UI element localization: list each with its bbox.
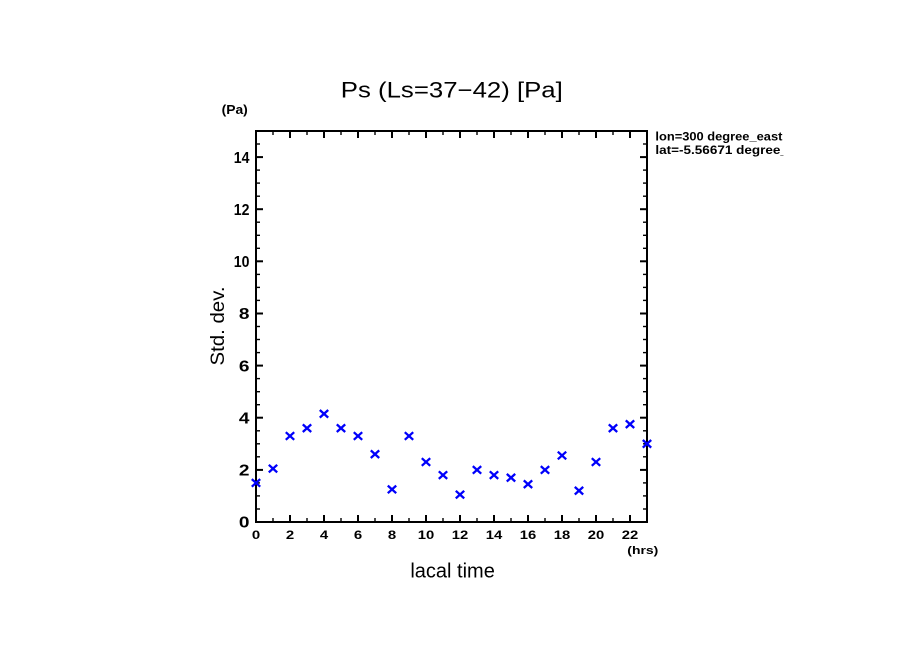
svg-text:2: 2 — [239, 461, 250, 479]
svg-text:12: 12 — [452, 530, 469, 542]
svg-text:(hrs): (hrs) — [627, 545, 658, 557]
svg-text:Ps (Ls=37−42) [Pa]: Ps (Ls=37−42) [Pa] — [341, 77, 563, 102]
svg-text:6: 6 — [239, 357, 250, 375]
svg-text:lon=300 degree_east: lon=300 degree_east — [655, 131, 782, 143]
svg-text:0: 0 — [239, 513, 250, 531]
svg-text:4: 4 — [239, 409, 250, 427]
svg-text:20: 20 — [588, 530, 605, 542]
svg-text:Std. dev.: Std. dev. — [208, 287, 229, 366]
svg-text:4: 4 — [320, 529, 329, 542]
svg-text:18: 18 — [554, 530, 571, 542]
svg-text:lacal time: lacal time — [410, 560, 495, 582]
svg-text:10: 10 — [234, 254, 250, 271]
svg-text:16: 16 — [520, 530, 537, 542]
svg-text:10: 10 — [418, 530, 435, 542]
svg-text:14: 14 — [234, 150, 250, 167]
svg-text:(Pa): (Pa) — [222, 102, 248, 117]
svg-text:6: 6 — [354, 529, 362, 542]
svg-text:2: 2 — [286, 529, 294, 542]
svg-text:0: 0 — [252, 529, 260, 542]
svg-text:lat=-5.56671 degree_north: lat=-5.56671 degree_north — [655, 145, 822, 157]
svg-text:8: 8 — [239, 305, 250, 323]
svg-text:12: 12 — [234, 202, 250, 219]
svg-text:22: 22 — [622, 530, 639, 542]
svg-text:14: 14 — [486, 530, 503, 542]
svg-text:8: 8 — [388, 529, 396, 542]
